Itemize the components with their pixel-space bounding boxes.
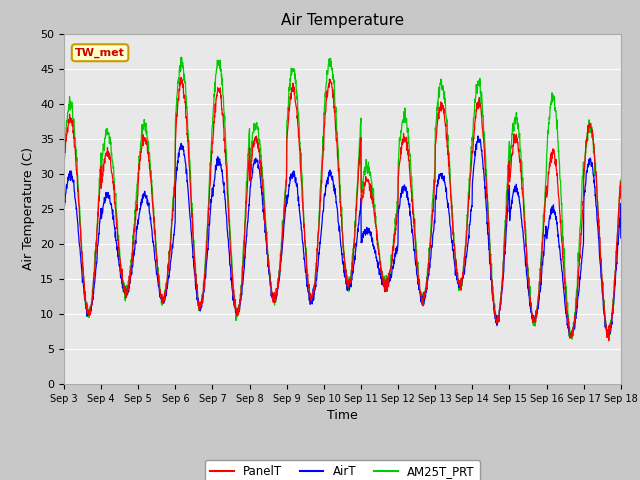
AirT (567, 334, 575, 340)
Line: AirT: AirT (64, 136, 621, 337)
AM25T_PRT (88, 287, 96, 292)
Title: Air Temperature: Air Temperature (281, 13, 404, 28)
PanelT (499, 273, 506, 278)
PanelT (331, 116, 339, 121)
PanelT (617, 196, 625, 202)
AM25T_PRT (617, 182, 625, 188)
AM25T_PRT (178, 54, 186, 60)
Legend: PanelT, AirT, AM25T_PRT: PanelT, AirT, AM25T_PRT (205, 460, 479, 480)
AM25T_PRT (602, 322, 609, 328)
AM25T_PRT (601, 314, 609, 320)
PanelT (88, 294, 96, 300)
Y-axis label: Air Temperature (C): Air Temperature (C) (22, 147, 35, 270)
Text: TW_met: TW_met (75, 48, 125, 58)
AirT (316, 240, 324, 245)
AM25T_PRT (60, 156, 68, 162)
PanelT (601, 312, 609, 318)
AirT (331, 191, 339, 196)
X-axis label: Time: Time (327, 409, 358, 422)
PanelT (601, 313, 609, 319)
Line: AM25T_PRT: AM25T_PRT (64, 57, 621, 339)
AirT (617, 235, 625, 240)
AirT (499, 279, 506, 285)
AirT (601, 318, 609, 324)
AM25T_PRT (568, 336, 576, 342)
PanelT (60, 162, 68, 168)
AM25T_PRT (331, 104, 339, 109)
AM25T_PRT (316, 185, 324, 191)
AirT (60, 207, 68, 213)
Line: PanelT: PanelT (64, 77, 621, 341)
PanelT (177, 74, 185, 80)
AM25T_PRT (499, 275, 506, 280)
AirT (88, 300, 96, 306)
PanelT (605, 338, 612, 344)
AirT (474, 133, 482, 139)
AirT (602, 324, 609, 330)
PanelT (316, 198, 324, 204)
